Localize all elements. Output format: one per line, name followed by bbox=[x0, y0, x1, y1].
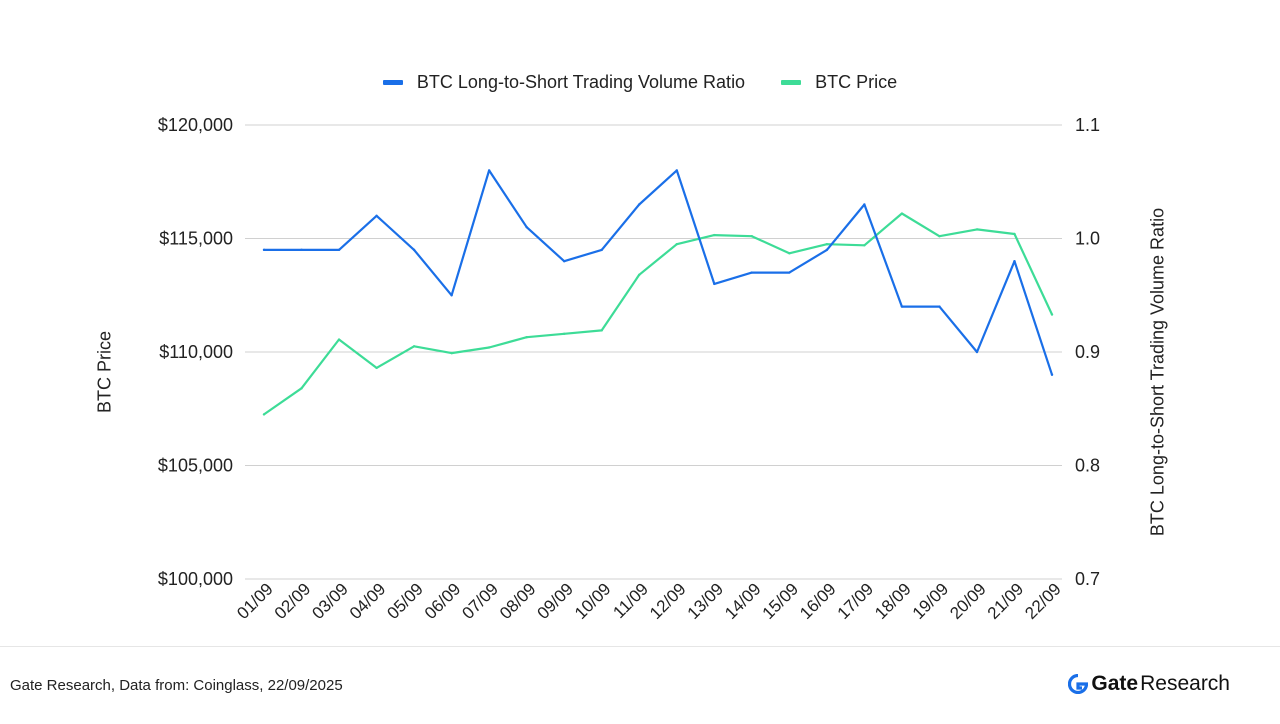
footer-divider bbox=[0, 646, 1280, 647]
y-left-tick-label: $110,000 bbox=[159, 342, 233, 362]
data-point-price bbox=[375, 366, 378, 370]
data-point-price bbox=[487, 346, 491, 349]
gate-logo-icon bbox=[1068, 674, 1089, 694]
data-point-ratio bbox=[562, 260, 566, 263]
chart-area: BTC Long-to-Short Trading Volume Ratio B… bbox=[0, 72, 1280, 623]
data-point-ratio bbox=[262, 248, 266, 252]
x-tick-label: 13/09 bbox=[684, 579, 728, 623]
data-point-price bbox=[638, 273, 641, 277]
x-tick-label: 15/09 bbox=[759, 579, 803, 623]
data-point-price bbox=[975, 228, 979, 231]
data-point-ratio bbox=[863, 203, 866, 206]
y-axis-right-title: BTC Long-to-Short Trading Volume Ratio bbox=[1147, 207, 1168, 537]
data-point-ratio bbox=[300, 248, 303, 252]
x-tick-label: 17/09 bbox=[834, 579, 878, 623]
data-point-ratio bbox=[825, 248, 829, 252]
legend-label-price: BTC Price bbox=[815, 72, 898, 92]
data-point-ratio bbox=[938, 305, 941, 308]
data-point-price bbox=[675, 242, 678, 246]
data-point-ratio bbox=[412, 248, 416, 252]
data-point-ratio bbox=[975, 350, 979, 354]
data-point-price bbox=[713, 233, 716, 237]
x-tick-label: 07/09 bbox=[458, 579, 502, 623]
data-point-price bbox=[900, 212, 904, 215]
data-point-price bbox=[300, 387, 303, 390]
x-tick-label: 03/09 bbox=[308, 579, 352, 623]
x-tick-label: 04/09 bbox=[346, 579, 390, 623]
series-line-ratio bbox=[262, 169, 1054, 376]
y-left-tick-label: $105,000 bbox=[158, 456, 233, 476]
chart-legend: BTC Long-to-Short Trading Volume Ratio B… bbox=[0, 72, 1280, 93]
data-point-ratio bbox=[525, 225, 528, 229]
x-tick-label: 09/09 bbox=[533, 579, 577, 623]
brand-research-text: Research bbox=[1140, 672, 1230, 695]
data-point-price bbox=[750, 235, 754, 238]
data-point-ratio bbox=[900, 305, 904, 308]
brand-logo: Gate Research bbox=[1068, 672, 1230, 696]
data-point-ratio bbox=[337, 248, 341, 252]
data-point-price bbox=[788, 252, 791, 255]
data-point-ratio bbox=[1013, 260, 1016, 263]
y-left-tick-label: $100,000 bbox=[158, 569, 233, 589]
data-point-price bbox=[863, 244, 866, 247]
x-tick-label: 06/09 bbox=[421, 579, 465, 623]
data-point-ratio bbox=[600, 248, 603, 252]
x-tick-label: 21/09 bbox=[984, 579, 1028, 623]
y-right-tick-label: 1.1 bbox=[1075, 115, 1100, 135]
legend-swatch-price bbox=[781, 80, 802, 85]
y-right-tick-label: 0.7 bbox=[1075, 569, 1100, 589]
data-point-price bbox=[562, 332, 566, 336]
x-tick-label: 12/09 bbox=[646, 579, 690, 623]
data-point-price bbox=[1050, 313, 1054, 316]
data-point-ratio bbox=[675, 169, 678, 172]
data-point-ratio bbox=[450, 294, 453, 297]
footer-source: Gate Research, Data from: Coinglass, 22/… bbox=[10, 677, 343, 694]
x-tick-label: 01/09 bbox=[233, 579, 277, 623]
data-point-price bbox=[337, 338, 341, 341]
x-tick-label: 16/09 bbox=[796, 579, 840, 623]
y-axis-left-title: BTC Price bbox=[94, 330, 115, 414]
data-point-price bbox=[1013, 232, 1016, 236]
x-tick-label: 14/09 bbox=[721, 579, 765, 623]
data-point-ratio bbox=[1050, 373, 1054, 376]
series-line-price bbox=[262, 212, 1054, 416]
data-point-price bbox=[450, 351, 453, 355]
x-tick-label: 18/09 bbox=[871, 579, 915, 623]
brand-gate-text: Gate bbox=[1091, 672, 1139, 695]
x-tick-label: 02/09 bbox=[271, 579, 315, 623]
data-point-price bbox=[600, 329, 603, 332]
legend-item-ratio[interactable]: BTC Long-to-Short Trading Volume Ratio bbox=[382, 72, 746, 93]
data-point-ratio bbox=[375, 214, 378, 217]
x-tick-label: 11/09 bbox=[609, 579, 652, 622]
data-point-price bbox=[938, 235, 941, 238]
x-tick-label: 22/09 bbox=[1021, 579, 1065, 623]
data-point-ratio bbox=[750, 271, 754, 274]
legend-label-ratio: BTC Long-to-Short Trading Volume Ratio bbox=[416, 72, 746, 92]
legend-item-price[interactable]: BTC Price bbox=[781, 72, 897, 93]
y-right-tick-label: 0.9 bbox=[1075, 342, 1100, 362]
y-right-tick-label: 0.8 bbox=[1075, 456, 1100, 476]
y-left-tick-label: $120,000 bbox=[158, 115, 233, 135]
data-point-price bbox=[262, 413, 266, 416]
x-tick-label: 10/09 bbox=[571, 579, 615, 623]
x-tick-label: 05/09 bbox=[383, 579, 427, 623]
line-chart: $100,000 0.7 $105,000 0.8 $110,000 0.9 $115,00… bbox=[158, 115, 1100, 623]
data-point-ratio bbox=[638, 203, 641, 206]
data-point-price bbox=[825, 242, 829, 246]
data-point-ratio bbox=[788, 271, 791, 274]
data-point-ratio bbox=[713, 282, 716, 286]
legend-swatch-ratio bbox=[382, 80, 403, 85]
x-tick-label: 08/09 bbox=[496, 579, 540, 623]
data-point-price bbox=[525, 336, 528, 339]
x-tick-label: 20/09 bbox=[946, 579, 990, 623]
y-left-tick-label: $115,000 bbox=[159, 229, 233, 249]
y-right-tick-label: 1.0 bbox=[1075, 229, 1100, 249]
x-tick-label: 19/09 bbox=[909, 579, 953, 623]
data-point-price bbox=[412, 345, 416, 348]
data-point-ratio bbox=[487, 169, 491, 172]
